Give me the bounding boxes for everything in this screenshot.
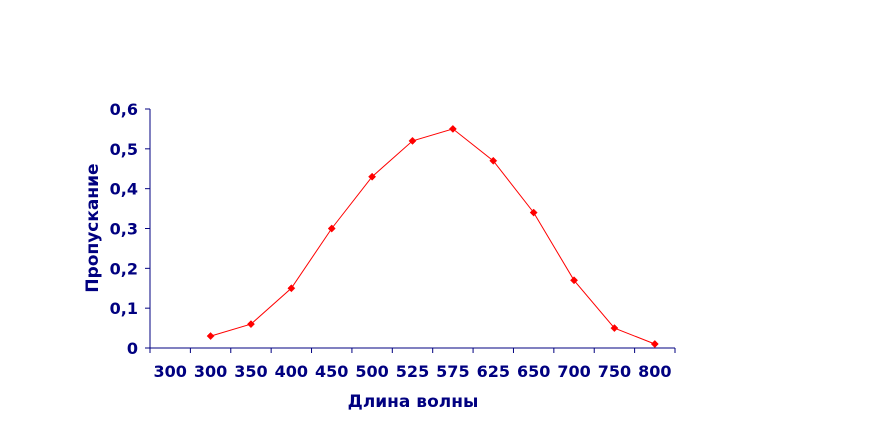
y-axis-title: Пропускание: [83, 163, 103, 292]
y-tick-label: 0: [127, 339, 138, 358]
x-tick-label: 800: [638, 362, 671, 381]
y-tick-label: 0,2: [110, 259, 138, 278]
x-tick-label: 500: [355, 362, 388, 381]
data-point: [327, 224, 336, 233]
data-point: [287, 284, 296, 293]
x-tick-label: 300: [153, 362, 186, 381]
x-tick-label: 700: [557, 362, 590, 381]
x-axis-title: Длина волны: [348, 392, 479, 412]
y-tick-label: 0,1: [110, 299, 138, 318]
y-tick-label: 0,6: [110, 100, 138, 119]
x-tick-label: 750: [598, 362, 631, 381]
data-point: [529, 208, 538, 217]
y-tick-label: 0,3: [110, 220, 138, 239]
x-tick-label: 650: [517, 362, 550, 381]
x-tick-label: 450: [315, 362, 348, 381]
x-tick-label: 575: [436, 362, 469, 381]
data-point: [408, 136, 417, 145]
data-point: [368, 172, 377, 181]
data-point: [448, 124, 457, 133]
y-axis: 0 0,1 0,2 0,3 0,4 0,5 0,6: [110, 100, 151, 358]
series-line: [210, 128, 655, 345]
y-tick-label: 0,4: [110, 180, 138, 199]
series: [206, 124, 659, 348]
x-tick-label: 400: [275, 362, 308, 381]
data-point: [650, 340, 659, 348]
data-point: [570, 276, 578, 285]
data-point: [247, 320, 255, 329]
x-axis: 300 300 350 400 450 500 525 575 625 650 700 750 800: [149, 347, 676, 381]
y-tick-label: 0,5: [110, 140, 138, 159]
x-tick-label: 350: [234, 362, 267, 381]
data-point: [206, 332, 215, 341]
x-tick-label: 525: [396, 362, 429, 381]
x-tick-label: 625: [477, 362, 510, 381]
x-tick-label: 300: [194, 362, 227, 381]
data-point: [489, 156, 498, 165]
data-point: [610, 324, 619, 333]
